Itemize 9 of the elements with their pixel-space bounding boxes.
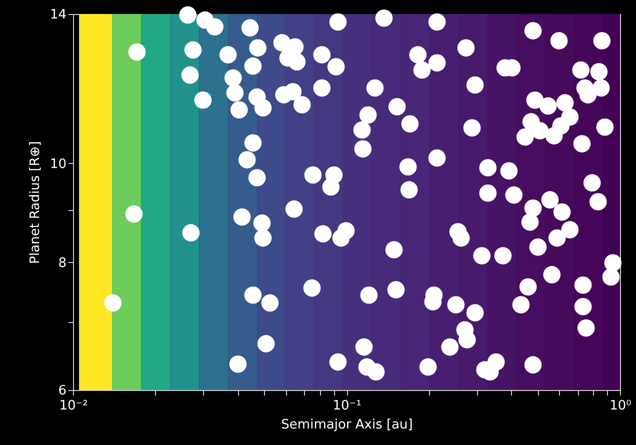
x-tick-label: 10⁻² xyxy=(59,398,88,414)
x-axis-title: Semimajor Axis [au] xyxy=(281,418,413,432)
x-tick-label: 10⁰ xyxy=(610,398,632,414)
y-tick-label: 6 xyxy=(58,384,66,398)
y-axis-title: Planet Radius [R⊕] xyxy=(28,141,43,264)
y-tick-label: 14 xyxy=(50,8,66,22)
x-tick-label: 10⁻¹ xyxy=(332,398,362,414)
y-tick-label: 8 xyxy=(58,256,66,271)
y-tick-label: 10 xyxy=(50,156,66,172)
